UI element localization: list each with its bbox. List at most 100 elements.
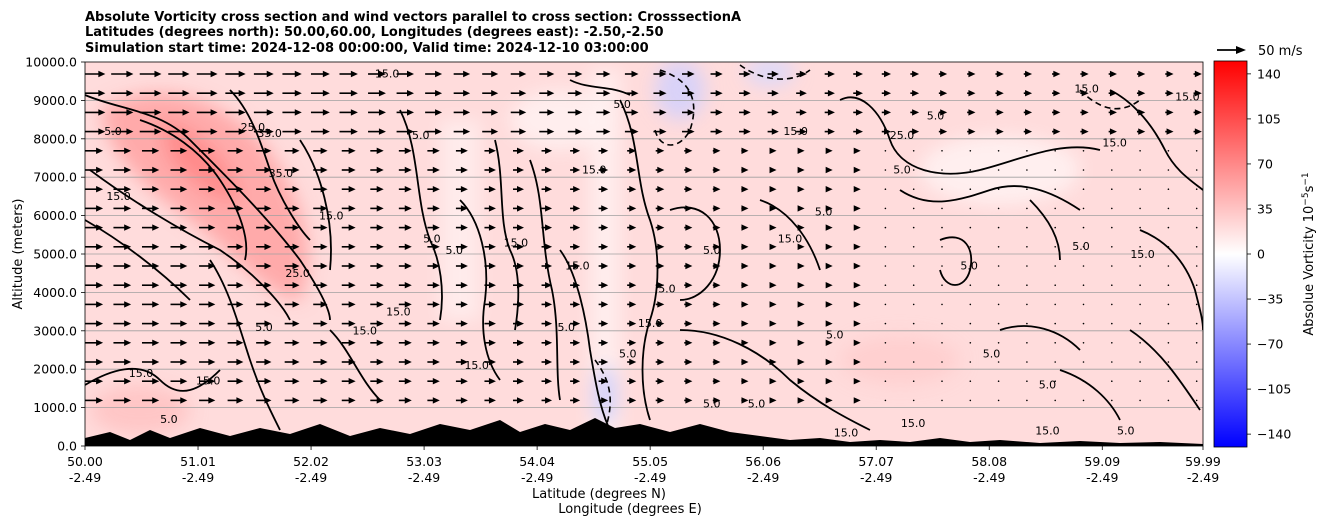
wind-vector-arrowhead [685, 301, 693, 308]
negative-contour-line [654, 69, 695, 146]
contour-label: 5.0 [1072, 240, 1090, 253]
wind-vector-arrowhead [545, 320, 553, 327]
wind-vector-arrowhead [460, 147, 468, 154]
wind-vector-arrowhead [96, 397, 104, 404]
wind-vector-arrowhead [853, 358, 861, 366]
wind-vector-arrowhead [376, 378, 384, 385]
wind-vector-arrowhead [968, 90, 976, 97]
wind-vector-dot [912, 226, 915, 229]
wind-vector-dot [997, 322, 1000, 325]
wind-vector-dot [912, 150, 915, 152]
contour-line [619, 99, 659, 421]
wind-vector-dot [969, 284, 972, 287]
wind-vector-dot [912, 322, 915, 325]
wind-vector-dot [1111, 322, 1113, 325]
contour-line [669, 206, 721, 301]
wind-vector-arrowhead [154, 70, 162, 78]
wind-vector-arrowhead [320, 262, 328, 270]
wind-vector-arrowhead [463, 90, 471, 97]
wind-vector-arrowhead [292, 397, 300, 404]
contour-label: 5.0 [748, 398, 766, 411]
wind-vector-dot [884, 399, 887, 402]
wind-vector-arrowhead [996, 128, 1004, 135]
wind-vector-dot [884, 361, 887, 363]
wind-vector-arrowhead [180, 358, 188, 366]
wind-vector-arrowhead [488, 147, 496, 154]
wind-vector-arrowhead [124, 378, 132, 385]
vorticity-negative-region-1 [655, 62, 705, 120]
x-tick-label-longitude: -2.49 [1187, 470, 1219, 485]
contour-line [1029, 199, 1061, 261]
wind-vector-arrowhead [264, 205, 272, 212]
x-tick-label-longitude: -2.49 [295, 470, 327, 485]
wind-vector-arrowhead [517, 166, 524, 174]
wind-vector-dot [1026, 361, 1028, 363]
wind-vector-arrowhead [968, 109, 976, 116]
wind-vector-arrowhead [208, 397, 216, 404]
wind-vector-arrowhead [491, 70, 499, 78]
wind-vector-arrowhead [601, 205, 609, 212]
wind-vector-arrowhead [741, 301, 749, 308]
wind-vector-arrowhead [407, 109, 415, 116]
wind-vector-dot [1082, 284, 1085, 287]
wind-vector-arrowhead [460, 224, 468, 231]
wind-vector-arrowhead [1081, 109, 1089, 116]
wind-vector-arrowhead [713, 397, 721, 404]
wind-vector-arrowhead [124, 262, 132, 270]
wind-vector-arrowhead [601, 378, 609, 385]
wind-vector-dot [997, 246, 1000, 248]
wind-vector-arrowhead [657, 243, 665, 250]
wind-vector-arrowhead [292, 358, 300, 366]
wind-vector-arrowhead [264, 378, 272, 385]
wind-vector-arrowhead [348, 224, 356, 231]
wind-vector-arrowhead [743, 90, 751, 97]
wind-vector-arrowhead [208, 147, 216, 154]
wind-vector-dot [1054, 380, 1056, 383]
wind-vector-arrowhead [348, 166, 356, 174]
wind-vector-dot [941, 399, 943, 402]
wind-vector-arrowhead [685, 262, 693, 270]
wind-vector-arrowhead [797, 378, 805, 385]
wind-vector-arrowhead [264, 262, 272, 270]
wind-vector-dot [1111, 246, 1113, 248]
wind-vector-arrowhead [1194, 109, 1202, 116]
wind-vector-arrowhead [236, 301, 244, 308]
x-tick-label-latitude: 51.01 [180, 454, 216, 469]
x-tick-label-longitude: -2.49 [973, 470, 1005, 485]
wind-vector-arrowhead [825, 205, 833, 212]
wind-vector-arrowhead [460, 301, 468, 308]
negative-contours [594, 64, 1141, 431]
wind-vector-dot [1111, 399, 1113, 402]
wind-vector-arrowhead [573, 205, 581, 212]
wind-vector-arrowhead [152, 378, 160, 385]
wind-vector-arrowhead [799, 128, 807, 135]
wind-vector-arrowhead [573, 339, 581, 346]
contour-label: 5.0 [1117, 424, 1135, 437]
y-tick-label: 1000.0 [33, 400, 77, 415]
vorticity-weak-region-2 [510, 90, 610, 150]
wind-vector-dot [1195, 226, 1198, 229]
wind-vector-arrowhead [741, 147, 749, 154]
wind-vector-arrowhead [797, 339, 805, 346]
wind-vector-arrowhead [180, 166, 188, 174]
x-tick-label-longitude: -2.49 [69, 470, 101, 485]
wind-vector-arrowhead [208, 339, 216, 346]
wind-vector-arrowhead [376, 166, 384, 174]
wind-vector-arrowhead [629, 378, 637, 385]
wind-vector-arrowhead [769, 282, 777, 289]
wind-vector-arrowhead [407, 90, 415, 97]
title-line-1: Absolute Vorticity cross section and win… [85, 10, 741, 25]
wind-vector-arrowhead [154, 128, 162, 135]
wind-vector-arrowhead [769, 243, 777, 250]
wind-vector-arrowhead [797, 205, 805, 212]
wind-vector-arrowhead [517, 358, 524, 366]
wind-vector-arrowhead [769, 339, 777, 346]
wind-vector-dot [997, 284, 1000, 287]
wind-vector-arrowhead [797, 282, 805, 289]
wind-vector-arrowhead [236, 262, 244, 270]
wind-vector-arrowhead [292, 378, 300, 385]
wind-vector-dot [997, 361, 1000, 363]
wind-vector-arrowhead [1053, 109, 1061, 116]
wind-vector-arrowhead [488, 282, 496, 289]
wind-vector-dot [969, 322, 972, 325]
